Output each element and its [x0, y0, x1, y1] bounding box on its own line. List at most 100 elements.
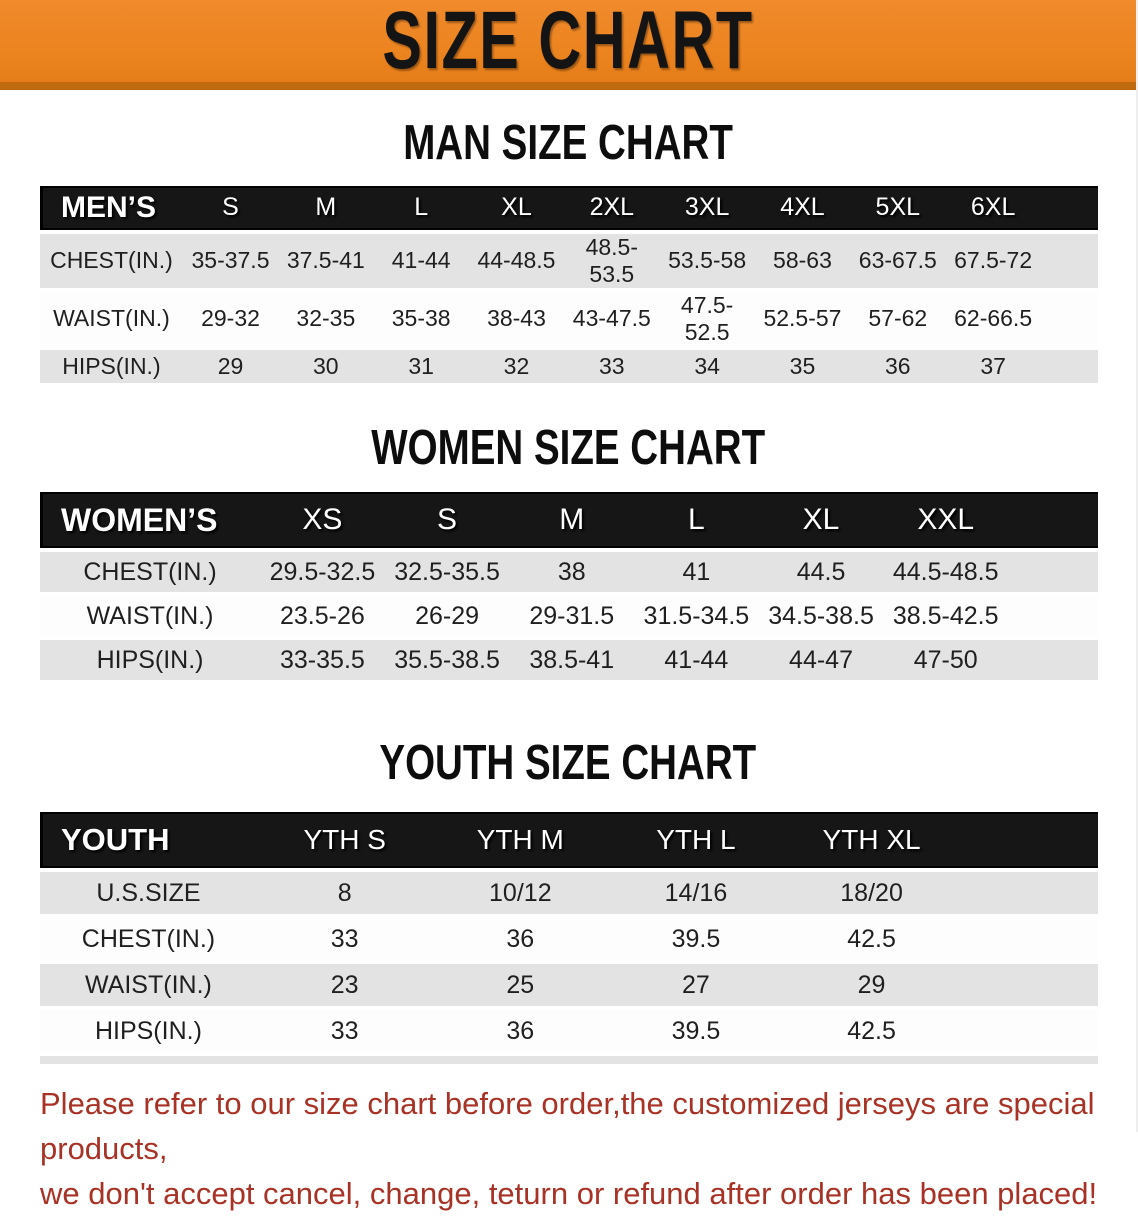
- size-group-label: WOMEN’S: [40, 492, 261, 549]
- measurement-value: 33: [564, 349, 660, 383]
- youth-size-chart-section: YOUTH YTH S YTH M YTH L YTH XL U.S.SIZE 8 10/12…: [0, 808, 1136, 1065]
- size-column-header: 5XL: [850, 185, 946, 230]
- measurement-value: 41-44: [373, 233, 469, 288]
- measurement-label: U.S.SIZE: [40, 872, 257, 915]
- size-group-label: MEN’S: [40, 185, 183, 230]
- measurement-value: 29-31.5: [509, 596, 635, 637]
- measurement-value: 53.5-58: [659, 233, 755, 288]
- measurement-value: 37: [945, 349, 1041, 383]
- measurement-value: 23.5-26: [260, 596, 385, 637]
- measurement-value: 10/12: [432, 872, 609, 915]
- measurement-value: 25: [432, 964, 609, 1007]
- filler-cell: [1040, 233, 1098, 288]
- size-column-header: 4XL: [754, 185, 851, 230]
- measurement-value: 37.5-41: [278, 233, 374, 288]
- measurement-row: WAIST(IN.) 29-32 32-35 35-38 38-43 43-47.5 47.…: [40, 291, 1098, 346]
- filler-cell: [1008, 596, 1098, 637]
- measurement-value: 48.5-53.5: [564, 233, 660, 288]
- measurement-value: 34.5-38.5: [758, 596, 884, 637]
- measurement-value: 35: [754, 349, 851, 383]
- measurement-value: 38.5-42.5: [883, 596, 1009, 637]
- measurement-value: 43-47.5: [564, 291, 660, 346]
- size-group-label: YOUTH: [40, 812, 257, 869]
- size-column-header: 6XL: [945, 185, 1041, 230]
- filler-cell: [959, 964, 1098, 1007]
- disclaimer-line-1: Please refer to our size chart before or…: [40, 1086, 1095, 1166]
- men-size-table-wrap: MEN’S S M L XL 2XL 3XL 4XL 5XL 6XL CHEST(IN.) 35-37…: [40, 182, 1098, 387]
- measurement-value: 38.5-41: [509, 640, 635, 681]
- measurement-value: 29-32: [182, 291, 279, 346]
- size-column-header: YTH S: [256, 812, 433, 869]
- measurement-value: 26-29: [384, 596, 510, 637]
- men-section-heading-text: MAN SIZE CHART: [403, 113, 733, 170]
- measurement-value: 18/20: [783, 872, 960, 915]
- measurement-label: CHEST(IN.): [40, 918, 257, 961]
- measurement-value: 30: [278, 349, 374, 383]
- women-size-chart-section: WOMEN’S XS S M L XL XXL CHEST(IN.) 29.5-32.5 32.5…: [0, 488, 1136, 684]
- measurement-value: 38: [509, 552, 635, 593]
- measurement-value: 23: [256, 964, 433, 1007]
- measurement-label: HIPS(IN.): [40, 640, 261, 681]
- measurement-value: 36: [432, 1010, 609, 1053]
- measurement-value: 32-35: [278, 291, 374, 346]
- measurement-row: WAIST(IN.) 23.5-26 26-29 29-31.5 31.5-34.5 34…: [40, 596, 1098, 637]
- measurement-value: 44.5: [758, 552, 884, 593]
- filler-cell: [1040, 291, 1098, 346]
- size-column-header: L: [634, 492, 759, 549]
- filler-cell: [959, 812, 1098, 869]
- measurement-value: 39.5: [608, 918, 784, 961]
- order-disclaimer: Please refer to our size chart before or…: [0, 1082, 1136, 1217]
- measurement-value: 41: [634, 552, 759, 593]
- youth-size-table: YOUTH YTH S YTH M YTH L YTH XL U.S.SIZE 8 10/12…: [40, 808, 1098, 1056]
- measurement-value: 29: [182, 349, 279, 383]
- measurement-label: CHEST(IN.): [40, 552, 261, 593]
- measurement-row: HIPS(IN.) 33-35.5 35.5-38.5 38.5-41 41-44 44-…: [40, 640, 1098, 681]
- measurement-value: 44-47: [758, 640, 884, 681]
- measurement-value: 29: [783, 964, 960, 1007]
- size-column-header: 2XL: [564, 185, 660, 230]
- women-size-table-wrap: WOMEN’S XS S M L XL XXL CHEST(IN.) 29.5-32.5 32.5…: [40, 488, 1098, 684]
- women-section-heading: WOMEN SIZE CHART: [0, 418, 1136, 474]
- measurement-row: HIPS(IN.) 29 30 31 32 33 34 35 36 37: [40, 349, 1098, 383]
- filler-cell: [1008, 492, 1098, 549]
- size-column-header: YTH M: [432, 812, 609, 869]
- measurement-value: 44-48.5: [468, 233, 565, 288]
- filler-cell: [959, 1010, 1098, 1053]
- measurement-value: 58-63: [754, 233, 851, 288]
- size-column-header: XXL: [883, 492, 1009, 549]
- size-column-header: L: [373, 185, 469, 230]
- filler-cell: [959, 872, 1098, 915]
- women-section-heading-text: WOMEN SIZE CHART: [371, 418, 765, 474]
- measurement-value: 63-67.5: [850, 233, 946, 288]
- filler-cell: [1040, 349, 1098, 383]
- size-column-header: 3XL: [659, 185, 755, 230]
- measurement-value: 67.5-72: [945, 233, 1041, 288]
- measurement-value: 31.5-34.5: [634, 596, 759, 637]
- disclaimer-line-2: we don't accept cancel, change, teturn o…: [40, 1175, 1098, 1211]
- size-table-header-row: MEN’S S M L XL 2XL 3XL 4XL 5XL 6XL: [40, 185, 1098, 230]
- measurement-value: 33: [256, 918, 433, 961]
- size-column-header: XL: [468, 185, 565, 230]
- youth-section-heading: YOUTH SIZE CHART: [0, 735, 1136, 789]
- filler-cell: [1008, 640, 1098, 681]
- measurement-value: 32: [468, 349, 565, 383]
- measurement-row: CHEST(IN.) 29.5-32.5 32.5-35.5 38 41 44.5 44.5…: [40, 552, 1098, 593]
- page-title: SIZE CHART: [382, 0, 754, 87]
- measurement-row: U.S.SIZE 8 10/12 14/16 18/20: [40, 872, 1098, 915]
- size-table-header-row: WOMEN’S XS S M L XL XXL: [40, 492, 1098, 549]
- measurement-label: HIPS(IN.): [40, 349, 183, 383]
- measurement-label: WAIST(IN.): [40, 291, 183, 346]
- measurement-label: WAIST(IN.): [40, 964, 257, 1007]
- measurement-value: 47.5-52.5: [659, 291, 755, 346]
- measurement-value: 36: [850, 349, 946, 383]
- measurement-value: 32.5-35.5: [384, 552, 510, 593]
- size-column-header: M: [278, 185, 374, 230]
- measurement-label: HIPS(IN.): [40, 1010, 257, 1053]
- measurement-value: 35-38: [373, 291, 469, 346]
- men-size-chart-section: MEN’S S M L XL 2XL 3XL 4XL 5XL 6XL CHEST(IN.) 35-37…: [0, 182, 1136, 387]
- measurement-value: 35.5-38.5: [384, 640, 510, 681]
- measurement-label: WAIST(IN.): [40, 596, 261, 637]
- size-chart-banner: SIZE CHART: [0, 0, 1136, 90]
- size-table-header-row: YOUTH YTH S YTH M YTH L YTH XL: [40, 812, 1098, 869]
